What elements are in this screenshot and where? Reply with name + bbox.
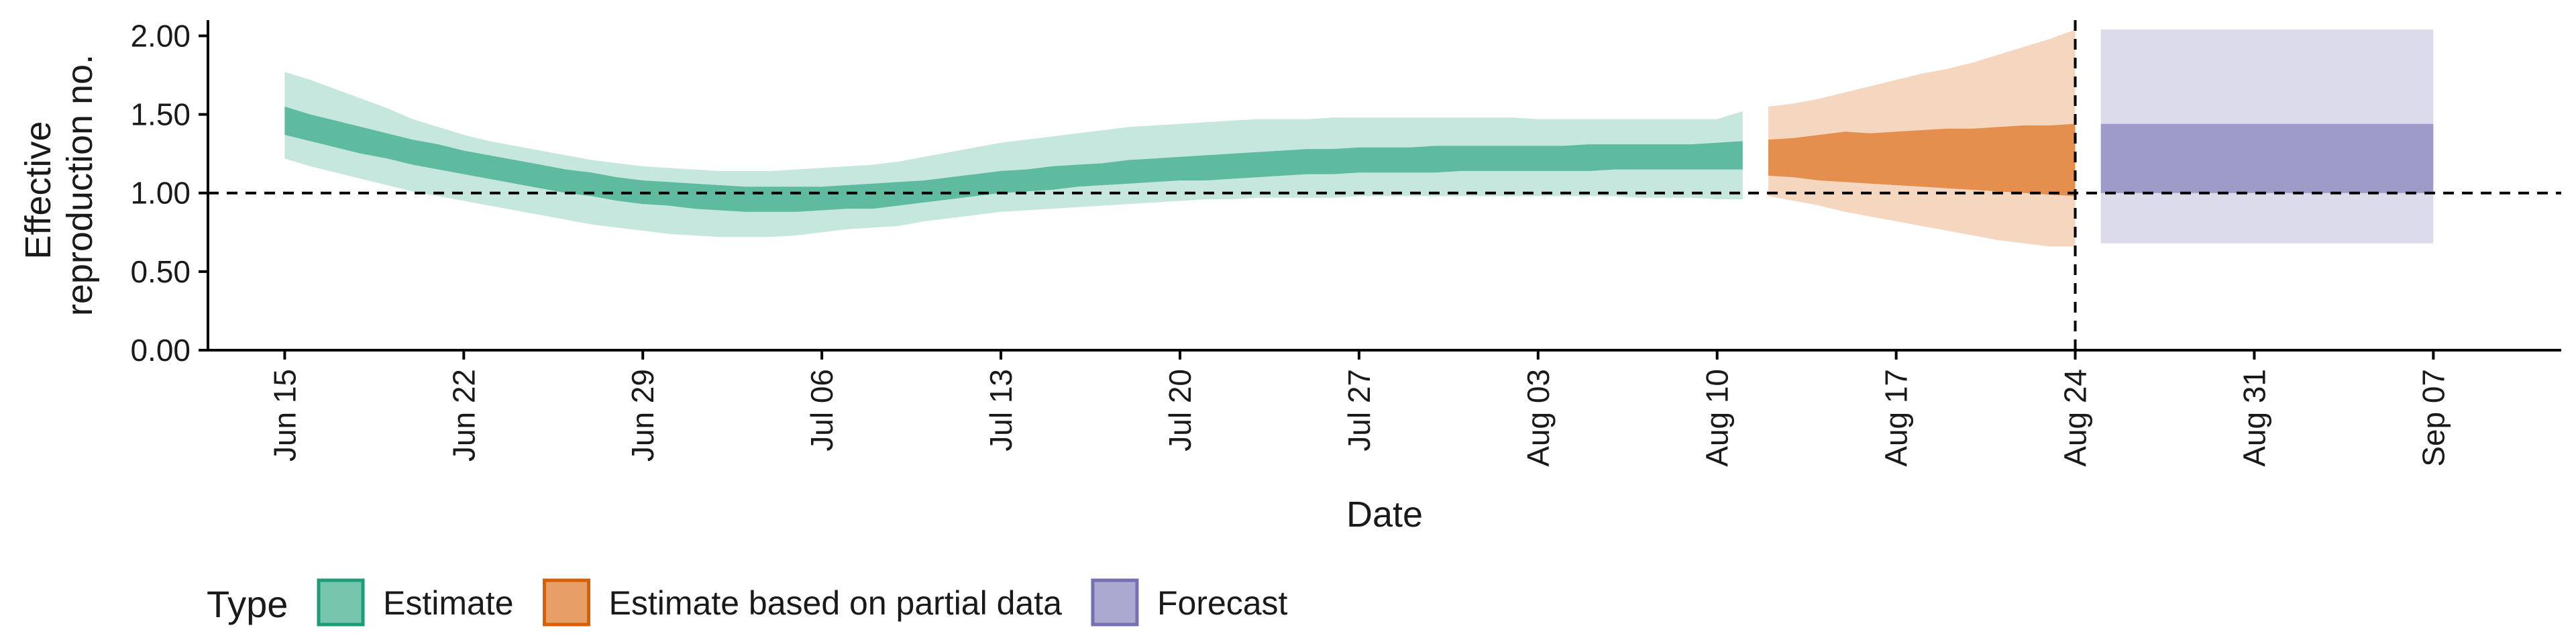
x-tick-label: Jul 20 [1163, 369, 1197, 451]
legend-swatch-estimate-based-on-partial-data [543, 578, 591, 627]
x-tick-label: Jun 29 [625, 369, 660, 462]
legend-title: Type [207, 583, 288, 625]
x-tick-label: Aug 10 [1700, 369, 1735, 467]
legend: Type Estimate Estimate based on partial d… [207, 578, 1288, 627]
x-tick-label: Aug 31 [2237, 369, 2271, 467]
y-tick-label: 0.00 [130, 333, 191, 368]
ribbon-50-estimate [284, 106, 1743, 212]
y-tick-label: 1.50 [130, 97, 191, 132]
legend-swatch-estimate [317, 578, 365, 627]
ribbon-50-estimate-based-on-partial-data [1768, 123, 2076, 197]
ribbon-50-forecast [2100, 123, 2434, 193]
x-tick-label: Aug 24 [2058, 369, 2093, 467]
legend-label-estimate-based-on-partial-data: Estimate based on partial data [609, 584, 1063, 622]
x-tick-label: Aug 17 [1879, 369, 1914, 467]
legend-label-forecast: Forecast [1157, 584, 1288, 622]
x-axis-title: Date [1346, 494, 1423, 535]
y-axis-title-line-1: Effective [18, 121, 58, 259]
x-tick-label: Jul 27 [1342, 369, 1377, 451]
legend-swatch-forecast [1091, 578, 1139, 627]
x-tick-label: Jun 15 [267, 369, 302, 462]
y-axis-title-line-2: reproduction no. [60, 54, 100, 316]
y-axis-title: Effective reproduction no. [18, 54, 100, 316]
x-tick-label: Jun 22 [446, 369, 481, 462]
x-tick-label: Sep 07 [2416, 369, 2451, 467]
legend-label-estimate: Estimate [383, 584, 514, 622]
y-tick-label: 2.00 [130, 18, 191, 53]
x-axis-ticks: Jun 15 Jun 22 Jun 29 Jul 06 Jul 13 Jul 20 Jul … [267, 350, 2451, 467]
ribbon-layer [284, 30, 2434, 247]
y-axis-ticks: 0.00 0.50 1.00 1.50 2.00 [130, 18, 208, 368]
x-tick-label: Jul 06 [804, 369, 839, 451]
x-tick-label: Jul 13 [983, 369, 1018, 451]
x-tick-label: Aug 03 [1521, 369, 1556, 467]
y-tick-label: 1.00 [130, 176, 191, 211]
y-tick-label: 0.50 [130, 254, 191, 289]
